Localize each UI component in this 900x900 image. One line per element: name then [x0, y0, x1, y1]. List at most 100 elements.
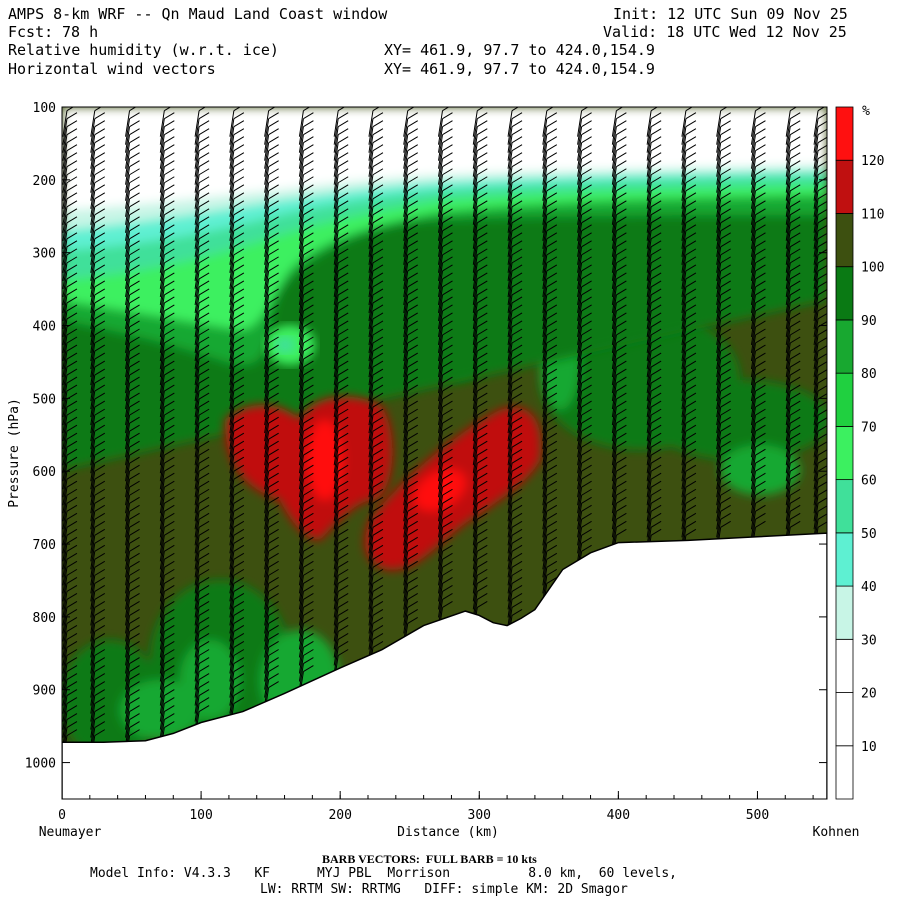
- wind-barb: [403, 496, 418, 530]
- wind-barb: [750, 472, 766, 506]
- wind-barb: [333, 160, 349, 193]
- wind-barb: [813, 489, 827, 522]
- wind-barb: [125, 673, 140, 706]
- wind-barb: [472, 304, 488, 338]
- wind-barb: [62, 665, 78, 698]
- wind-barb: [264, 552, 279, 586]
- wind-barb: [646, 152, 662, 185]
- wind-barb: [159, 609, 175, 642]
- wind-barb: [542, 336, 558, 370]
- wind-barb: [368, 240, 384, 273]
- wind-barb: [159, 192, 175, 225]
- wind-barb: [90, 216, 106, 249]
- wind-barb: [813, 329, 827, 362]
- wind-barb: [542, 432, 558, 466]
- wind-barb: [646, 488, 662, 522]
- wind-barb: [611, 312, 627, 346]
- wind-barb: [264, 432, 279, 466]
- wind-barb: [62, 456, 78, 490]
- wind-barb: [472, 112, 488, 145]
- wind-barb: [611, 272, 627, 305]
- wind-barb: [785, 264, 801, 297]
- x-tick-label: 0: [58, 808, 66, 823]
- colorbar-segment: [835, 106, 854, 161]
- wind-barb: [125, 504, 140, 538]
- wind-barb: [646, 216, 662, 249]
- wind-barb: [542, 256, 558, 289]
- wind-barb: [577, 120, 592, 153]
- wind-barb: [716, 368, 731, 402]
- wind-barb: [264, 304, 279, 338]
- wind-barb: [438, 296, 453, 330]
- wind-barb: [62, 128, 78, 161]
- wind-barb: [264, 416, 279, 450]
- wind-barb: [90, 617, 106, 650]
- wind-barb: [646, 120, 662, 153]
- wind-barb: [785, 112, 801, 145]
- wind-barb: [472, 568, 488, 602]
- wind-barb: [716, 360, 731, 394]
- wind-barb: [611, 360, 627, 394]
- wind-barb: [264, 488, 279, 522]
- wind-barb: [229, 208, 245, 241]
- wind-barb: [90, 168, 106, 201]
- wind-barb: [159, 240, 175, 273]
- wind-barb: [194, 424, 210, 458]
- wind-barb: [750, 240, 766, 273]
- wind-barb: [403, 192, 418, 225]
- wind-barb: [125, 609, 140, 642]
- wind-barb: [542, 528, 558, 562]
- wind-barb: [472, 480, 488, 514]
- wind-barb: [368, 440, 384, 474]
- wind-barb: [62, 112, 78, 145]
- wind-barb: [229, 328, 245, 362]
- wind-barb: [646, 168, 662, 201]
- wind-barb: [90, 400, 106, 434]
- wind-barb: [813, 377, 827, 410]
- wind-barb: [750, 448, 766, 482]
- wind-barb: [333, 520, 349, 554]
- wind-barb: [403, 456, 418, 490]
- wind-barb: [681, 424, 697, 458]
- wind-barb: [62, 609, 78, 642]
- wind-barb: [125, 280, 140, 313]
- wind-barb: [333, 496, 349, 530]
- wind-barb: [194, 496, 210, 530]
- wind-barb: [785, 472, 801, 506]
- wind-barb: [229, 160, 245, 193]
- wind-barb: [62, 560, 78, 594]
- model-info: Model Info: V4.3.3 KF MYJ PBL Morrison 8…: [90, 866, 677, 881]
- wind-barb: [62, 705, 78, 738]
- wind-barb: [298, 552, 314, 586]
- wind-barb: [813, 441, 827, 474]
- wind-barb: [333, 352, 349, 386]
- wind-barb: [785, 344, 801, 378]
- wind-barb: [542, 440, 558, 474]
- wind-barb: [229, 336, 245, 370]
- wind-barb: [646, 504, 662, 538]
- wind-barb: [62, 416, 78, 450]
- chart-title: AMPS 8-km WRF -- Qn Maud Land Coast wind…: [8, 5, 388, 23]
- wind-barb: [125, 107, 137, 137]
- wind-barb: [716, 504, 731, 538]
- colorbar-segment: [835, 372, 854, 427]
- wind-barb: [507, 232, 523, 265]
- wind-barb: [472, 248, 488, 281]
- wind-barb: [229, 120, 245, 153]
- wind-barb: [646, 248, 662, 281]
- wind-barb: [62, 673, 78, 706]
- wind-barb: [646, 368, 662, 402]
- wind-barb: [750, 368, 766, 402]
- wind-barb: [90, 136, 106, 169]
- wind-barb: [333, 248, 349, 281]
- wind-barb: [62, 617, 78, 650]
- wind-barb: [62, 152, 78, 185]
- wind-barb: [403, 352, 418, 386]
- wind-barb: [472, 552, 488, 586]
- wind-barb: [194, 280, 210, 313]
- wind-barb: [611, 264, 627, 297]
- wind-barb: [403, 168, 418, 201]
- wind-barb: [159, 368, 175, 402]
- wind-barb: [159, 232, 175, 265]
- wind-barb: [716, 480, 731, 514]
